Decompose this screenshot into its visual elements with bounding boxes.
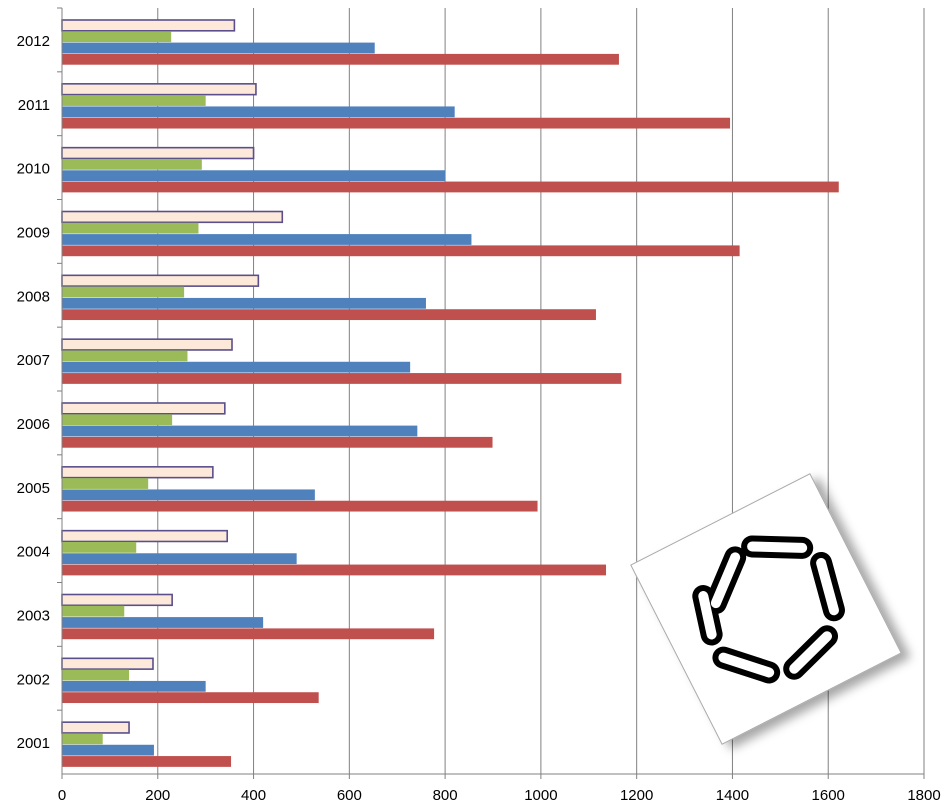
y-tick-label: 2012 (17, 33, 50, 50)
x-tick-label: 1400 (716, 787, 749, 804)
y-tick-labels: 2001 2002 2003 2004 2005 2006 2007 2008 2009 2010… (17, 33, 50, 752)
bar-series-2-2003 (62, 605, 125, 617)
bar-series-3-2009 (62, 234, 472, 245)
bar-series-3-2007 (62, 361, 411, 373)
y-tick-label: 2008 (17, 288, 50, 305)
y-tick-label: 2005 (17, 480, 50, 497)
bar-series-4-2005 (62, 500, 538, 512)
bar-series-3-2012 (62, 42, 375, 54)
x-tick-labels: 0 200 400 600 800 1000 1200 1400 1600 1800 (58, 787, 941, 804)
x-tick-label: 200 (145, 787, 170, 804)
bar-series-1-2004 (61, 529, 229, 543)
bar-series-4-2007 (62, 373, 622, 384)
x-tick-label: 800 (433, 787, 458, 804)
bar-series-1-2003 (61, 593, 173, 607)
bar-series-2-2002 (62, 669, 130, 681)
axes (57, 7, 925, 779)
bar-series-2-2006 (62, 414, 173, 426)
y-tick-label: 2002 (17, 671, 50, 688)
bar-series-2-2001 (62, 733, 103, 745)
x-tick-label: 1600 (812, 787, 845, 804)
x-tick-label: 600 (337, 787, 362, 804)
bar-series-4-2001 (62, 756, 232, 767)
bar-series-2-2007 (62, 350, 188, 362)
bar-series-2-2005 (62, 478, 149, 489)
bar-series-3-2005 (62, 489, 315, 501)
bar-series-1-2002 (61, 657, 154, 670)
bar-series-4-2010 (62, 181, 839, 193)
gridlines (157, 8, 925, 774)
y-tick-label: 2004 (17, 544, 50, 561)
y-tick-label: 2010 (17, 161, 50, 178)
bar-series-3-2001 (62, 744, 154, 756)
bar-series-2-2008 (62, 286, 185, 298)
x-tick-label: 1800 (907, 787, 940, 804)
bar-series-4-2002 (62, 692, 319, 704)
y-tick-label: 2007 (17, 352, 50, 369)
y-tick-label: 2009 (17, 224, 50, 241)
bar-series-3-2010 (62, 170, 446, 182)
bar-series-1-2010 (61, 146, 255, 160)
bar-series-4-2011 (62, 117, 731, 129)
bar-series-4-2012 (62, 53, 619, 65)
bar-series-4-2004 (62, 564, 607, 576)
y-tick-label: 2003 (17, 607, 50, 624)
bar-series-1-2006 (61, 402, 226, 415)
bar-series-1-2001 (61, 721, 130, 734)
bar-series-1-2008 (61, 274, 260, 287)
bar-series-1-2012 (61, 19, 236, 32)
x-tick-label: 1200 (620, 787, 653, 804)
bar-series-4-2009 (62, 245, 740, 257)
bar-series-3-2011 (62, 106, 455, 118)
bar-series-2-2011 (62, 95, 206, 106)
y-tick-label: 2001 (17, 735, 50, 752)
bar-series-3-2006 (62, 425, 418, 437)
bar-series-1-2005 (61, 466, 214, 479)
bar-series-1-2009 (61, 210, 284, 224)
x-tick-label: 400 (241, 787, 266, 804)
y-tick-label: 2006 (17, 416, 50, 433)
bar-series-3-2008 (62, 297, 426, 309)
bar-series-1-2011 (61, 83, 257, 96)
bar-series-3-2003 (62, 617, 264, 628)
bar-series-2-2012 (62, 31, 172, 43)
bar-series-4-2003 (62, 628, 435, 640)
x-tick-label: 1000 (524, 787, 557, 804)
bar-series-4-2006 (62, 436, 493, 448)
bar-series-2-2010 (62, 158, 202, 170)
bar-series-2-2009 (62, 222, 199, 234)
capsule-logo-icon (630, 473, 902, 745)
bar-series-4-2008 (62, 309, 596, 321)
bar-series-1-2007 (61, 338, 233, 351)
bar-series-3-2004 (62, 553, 297, 565)
y-tick-label: 2011 (18, 97, 50, 114)
x-tick-label: 0 (58, 787, 66, 804)
bar-series-3-2002 (62, 680, 206, 692)
bar-series-2-2004 (62, 541, 137, 553)
